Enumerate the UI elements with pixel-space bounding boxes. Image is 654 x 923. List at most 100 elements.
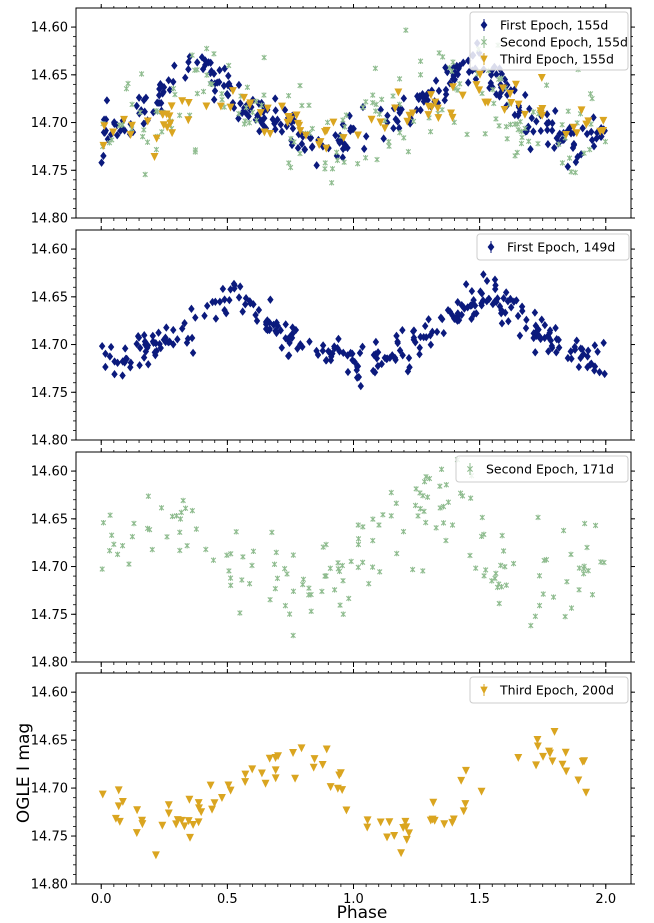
data-point: [233, 529, 239, 535]
data-point: [374, 156, 380, 163]
data-point: [462, 280, 470, 289]
data-point: [579, 345, 586, 354]
data-point: [548, 757, 557, 766]
data-point: [319, 341, 327, 350]
legend-label: First Epoch, 149d: [507, 240, 615, 255]
data-point: [241, 770, 250, 779]
data-point: [299, 102, 305, 109]
y-tick-label: 14.70: [31, 560, 68, 575]
data-point: [141, 331, 148, 340]
data-point: [228, 87, 237, 96]
data-point: [415, 513, 421, 519]
data-point: [553, 348, 560, 357]
data-point: [450, 59, 456, 65]
data-point: [333, 149, 340, 156]
data-point: [354, 131, 362, 140]
data-point: [560, 527, 567, 534]
data-point: [395, 123, 403, 133]
data-point: [440, 520, 447, 526]
data-point: [132, 829, 141, 838]
data-point: [406, 363, 413, 372]
data-point: [185, 57, 192, 67]
data-point: [155, 98, 163, 108]
data-point: [160, 87, 167, 97]
data-point: [173, 816, 182, 825]
data-point: [179, 324, 186, 333]
data-point: [448, 83, 457, 92]
data-point: [336, 138, 343, 147]
data-point: [530, 127, 537, 136]
data-point: [159, 128, 165, 135]
data-point: [390, 831, 399, 840]
data-point: [376, 111, 383, 117]
data-point: [574, 776, 583, 785]
data-point: [210, 557, 217, 563]
data-point: [121, 126, 128, 135]
data-point: [480, 270, 487, 279]
data-point: [255, 305, 263, 315]
data-point: [496, 92, 503, 101]
data-point: [296, 127, 305, 135]
data-point: [231, 284, 238, 293]
data-point: [427, 91, 435, 100]
data-point: [111, 814, 120, 823]
data-point: [125, 80, 131, 87]
data-point: [142, 93, 150, 102]
data-point: [325, 347, 332, 356]
data-point: [278, 127, 286, 136]
data-point: [162, 337, 169, 347]
data-point: [141, 337, 149, 346]
data-point: [136, 361, 143, 370]
data-point: [320, 544, 326, 550]
data-point: [424, 494, 431, 500]
data-point: [566, 155, 573, 161]
data-point: [536, 602, 543, 609]
data-point: [250, 548, 257, 555]
data-point: [149, 331, 157, 341]
data-point: [224, 781, 233, 790]
data-point: [433, 104, 442, 113]
data-point: [245, 112, 252, 121]
data-point: [475, 86, 484, 95]
y-tick-label: 14.60: [31, 21, 68, 36]
data-point: [246, 580, 253, 587]
data-point: [566, 123, 574, 132]
data-point: [123, 85, 130, 92]
data-point: [204, 301, 211, 311]
data-point: [122, 344, 129, 353]
data-point: [210, 799, 219, 808]
y-tick-label: 14.65: [31, 734, 68, 749]
data-point: [348, 558, 354, 565]
data-point: [490, 86, 496, 93]
data-point: [114, 131, 121, 140]
data-point: [145, 493, 152, 499]
data-point: [339, 134, 348, 142]
axes-layer: 14.60 14.65 14.70 14.75 14.80 14.60 14.65 14.70…: [31, 4, 635, 907]
data-point: [128, 121, 136, 130]
data-point: [523, 315, 530, 324]
data-point: [443, 482, 450, 488]
data-point: [574, 152, 581, 162]
data-point: [380, 134, 387, 143]
data-point: [501, 75, 509, 84]
data-point: [278, 343, 285, 352]
data-point: [242, 300, 249, 309]
data-point: [226, 786, 235, 795]
data-point: [170, 85, 177, 92]
data-point: [400, 94, 408, 103]
data-point: [331, 344, 338, 353]
data-point: [139, 133, 146, 140]
data-point: [417, 72, 424, 78]
data-point: [141, 127, 147, 133]
data-point: [397, 129, 403, 136]
data-point: [503, 582, 510, 588]
data-point: [360, 104, 366, 111]
data-point: [184, 116, 193, 125]
data-point: [549, 119, 556, 128]
data-point: [289, 323, 296, 332]
data-point: [514, 121, 521, 127]
data-point: [261, 779, 270, 788]
data-point: [282, 602, 289, 609]
data-point: [336, 347, 343, 356]
data-point: [140, 353, 148, 362]
